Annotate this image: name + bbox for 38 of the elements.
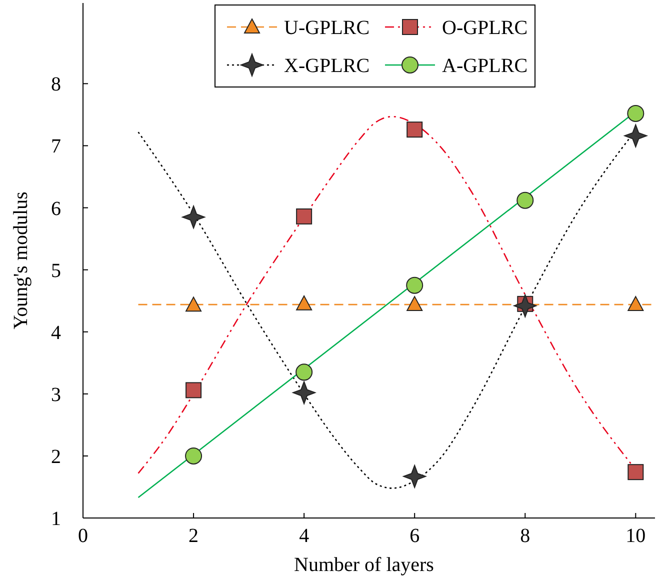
point	[516, 192, 534, 209]
point	[406, 276, 424, 294]
x-tick-label: 4	[299, 525, 310, 547]
x-tick-label: 6	[410, 525, 420, 547]
point	[628, 464, 644, 480]
y-tick-label: 4	[51, 322, 61, 344]
point	[186, 296, 202, 312]
point	[296, 364, 313, 381]
point	[186, 382, 202, 398]
legend-label: X-GPLRC	[284, 55, 370, 77]
point	[292, 381, 316, 404]
legend-label: A-GPLRC	[442, 55, 528, 77]
x-tick-label: 2	[188, 525, 199, 547]
point	[514, 294, 537, 318]
point	[296, 295, 312, 310]
legend-label: U-GPLRC	[284, 17, 370, 39]
x-tick-label: 8	[520, 525, 530, 547]
point	[403, 464, 426, 488]
y-axis-title: Young's modulus	[10, 191, 32, 330]
y-tick-label: 3	[51, 384, 61, 406]
y-tick-label: 2	[51, 446, 61, 468]
y-tick-label: 8	[51, 74, 61, 96]
x-tick-label: 10	[626, 525, 646, 547]
y-tick-label: 6	[51, 198, 61, 220]
point	[627, 104, 644, 122]
point	[628, 296, 644, 312]
point	[182, 206, 206, 229]
x-tick-label: 0	[78, 525, 88, 547]
y-tick-label: 1	[51, 508, 61, 530]
x-axis-title: Number of layers	[294, 554, 434, 576]
y-tick-label: 7	[51, 136, 61, 158]
point	[406, 122, 423, 138]
point	[185, 447, 202, 464]
point	[406, 296, 423, 312]
y-tick-label: 5	[51, 260, 61, 282]
point	[624, 124, 648, 148]
point	[296, 208, 312, 224]
legend-label: O-GPLRC	[442, 17, 528, 39]
